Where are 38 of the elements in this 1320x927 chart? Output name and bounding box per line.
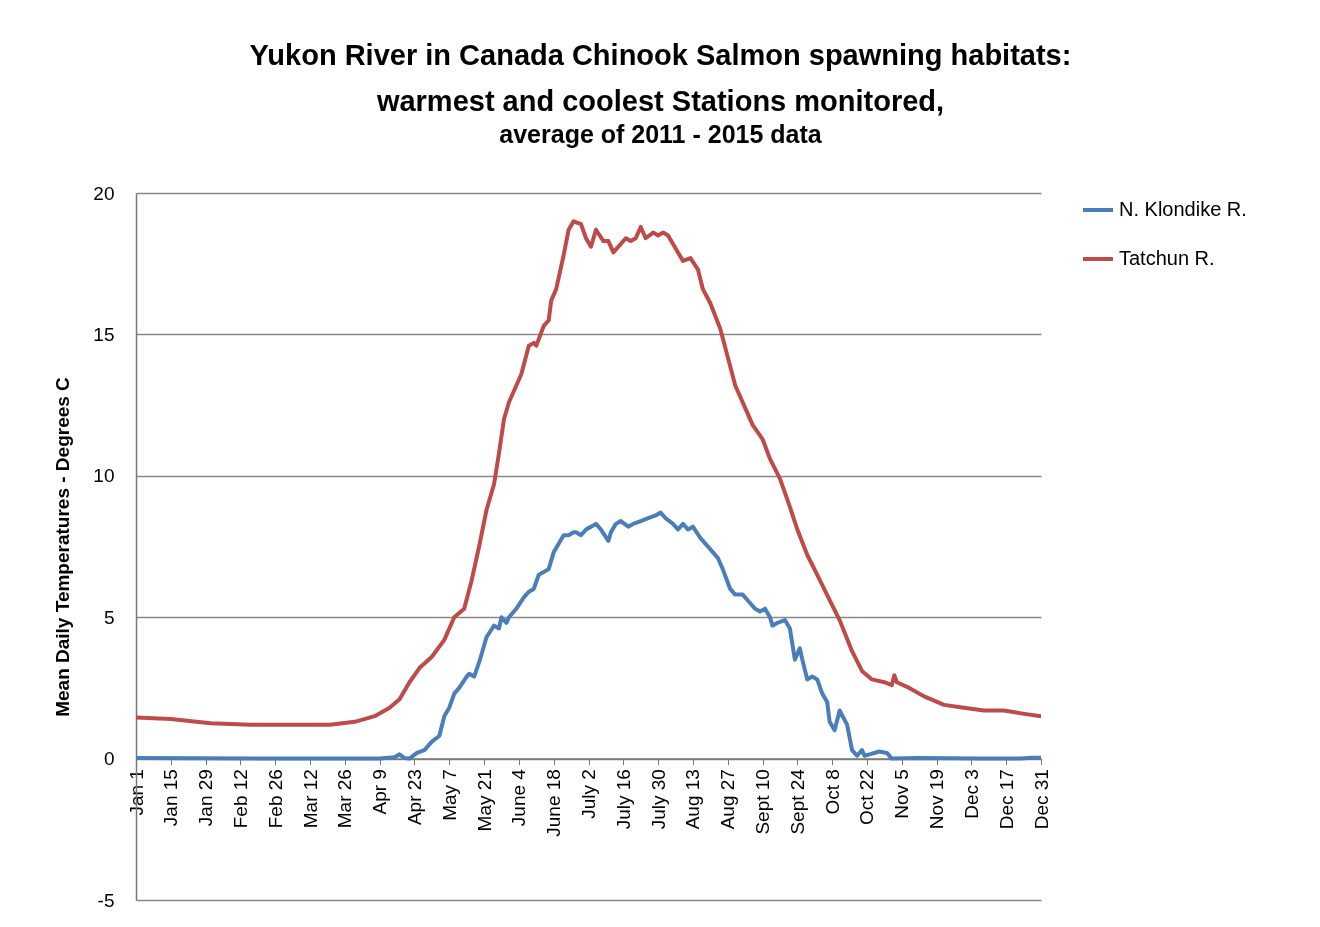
x-tick-label: Oct 8	[821, 769, 843, 815]
chart-subtitle: average of 2011 - 2015 data	[499, 120, 823, 148]
x-tick-label: Nov 19	[926, 769, 948, 830]
x-tick-label: Mar 12	[299, 769, 321, 829]
x-tick-label: Apr 9	[369, 769, 391, 815]
x-tick-label: June 4	[508, 768, 530, 827]
x-tick-label: Dec 3	[960, 769, 982, 819]
x-tick-label: May 21	[473, 769, 495, 832]
text: Yukon River in Canada Chinook Salmon spawning habitats:	[249, 39, 1072, 71]
x-tick-label: July 30	[647, 769, 669, 830]
x-tick-label: Feb 12	[229, 769, 251, 829]
legend-label: N. Klondike R.	[1119, 198, 1247, 220]
x-tick-label: Apr 23	[403, 769, 425, 826]
x-tick-label: Nov 5	[891, 769, 913, 819]
x-tick-label: Dec 17	[995, 769, 1017, 830]
legend-label: Tatchun R.	[1119, 247, 1215, 269]
y-tick-label: 15	[93, 323, 115, 345]
text: warmest and coolest Stations monitored,	[376, 85, 945, 117]
y-tick-label: -5	[97, 889, 115, 911]
y-tick-label: 10	[93, 465, 115, 487]
x-tick-label: Oct 22	[856, 769, 878, 826]
x-tick-label: Aug 27	[717, 769, 739, 830]
y-tick-label: 20	[93, 182, 115, 204]
x-tick-label: Jan 29	[195, 769, 217, 827]
y-tick-label: 0	[103, 748, 115, 770]
x-tick-label: June 18	[543, 769, 565, 837]
y-axis-title: Mean Daily Temperatures - Degrees C	[52, 376, 74, 717]
y-tick-label: 5	[103, 606, 115, 628]
x-tick-label: Aug 13	[682, 769, 704, 830]
x-tick-label: Feb 26	[264, 769, 286, 829]
x-tick-label: July 2	[578, 769, 599, 819]
x-tick-label: May 7	[438, 769, 460, 821]
x-tick-label: Sept 10	[752, 769, 774, 835]
x-tick-label: Jan 15	[160, 769, 182, 827]
x-tick-label: July 16	[612, 769, 634, 830]
x-tick-label: Mar 26	[334, 769, 356, 829]
x-tick-label: Sept 24	[786, 768, 808, 835]
x-tick-label: Dec 31	[1030, 769, 1052, 830]
